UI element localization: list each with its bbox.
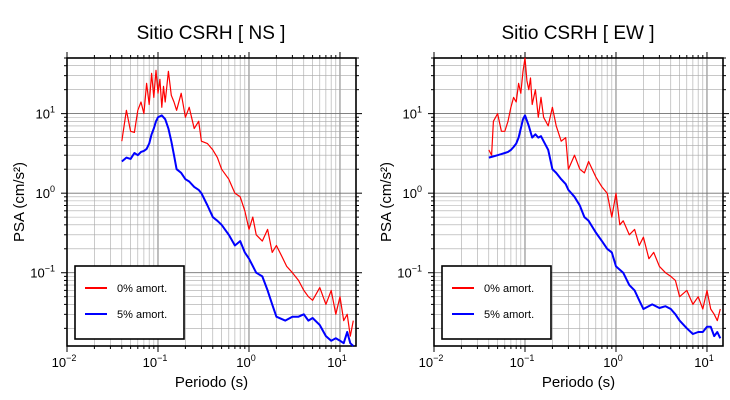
y-tick-label-exponent: −1 bbox=[45, 264, 55, 274]
y-tick-label: 100 bbox=[403, 184, 422, 201]
y-axis-label: PSA (cm/s²) bbox=[378, 162, 395, 242]
x-tick-label: 10−1 bbox=[143, 353, 168, 370]
y-tick-label-base: 10 bbox=[403, 107, 417, 122]
x-tick-label-base: 10 bbox=[143, 355, 157, 370]
x-tick-label-exponent: −1 bbox=[157, 353, 167, 363]
y-tick-label-exponent: −1 bbox=[412, 264, 422, 274]
y-tick-label-exponent: 1 bbox=[417, 105, 422, 115]
x-tick-label-base: 10 bbox=[694, 355, 708, 370]
y-tick-label-exponent: 1 bbox=[50, 105, 55, 115]
y-tick-label: 101 bbox=[36, 105, 55, 122]
y-tick-label-base: 10 bbox=[403, 186, 417, 201]
x-tick-label-base: 10 bbox=[52, 355, 66, 370]
x-tick-label: 101 bbox=[327, 353, 346, 370]
y-tick-label: 100 bbox=[36, 184, 55, 201]
series-line-amort-0 bbox=[121, 69, 354, 337]
y-tick-label-exponent: 0 bbox=[417, 184, 422, 194]
grid bbox=[66, 57, 356, 346]
y-tick-label-base: 10 bbox=[30, 266, 44, 281]
plot-frame bbox=[66, 57, 357, 347]
legend-box bbox=[74, 265, 185, 340]
y-tick-label: 101 bbox=[403, 105, 422, 122]
x-tick-label-base: 10 bbox=[327, 355, 341, 370]
series-lines bbox=[121, 69, 354, 347]
y-axis-label: PSA (cm/s²) bbox=[11, 162, 28, 242]
x-axis-label: Periodo (s) bbox=[542, 374, 615, 391]
chart-title: Sitio CSRH [ EW ] bbox=[501, 23, 654, 44]
y-tick-label-exponent: 0 bbox=[50, 184, 55, 194]
x-tick-label-exponent: −1 bbox=[524, 353, 534, 363]
legend-label: 0% amort. bbox=[117, 283, 167, 295]
x-tick-label-base: 10 bbox=[236, 355, 250, 370]
x-tick-label: 100 bbox=[236, 353, 255, 370]
x-tick-label-exponent: −2 bbox=[66, 353, 76, 363]
x-tick-label-exponent: 1 bbox=[342, 353, 347, 363]
legend-label: 0% amort. bbox=[484, 283, 534, 295]
y-tick-label-base: 10 bbox=[397, 266, 411, 281]
x-tick-label: 10−2 bbox=[419, 353, 444, 370]
chart-title: Sitio CSRH [ NS ] bbox=[137, 23, 286, 44]
series-line-amort-0 bbox=[488, 57, 721, 322]
x-tick-label-exponent: 1 bbox=[709, 353, 714, 363]
legend-box bbox=[441, 265, 552, 340]
x-tick-label: 10−2 bbox=[52, 353, 77, 370]
x-tick-label-base: 10 bbox=[510, 355, 524, 370]
x-tick-label-exponent: 0 bbox=[618, 353, 623, 363]
series-line-amort-5 bbox=[121, 114, 354, 347]
y-tick-label-base: 10 bbox=[36, 107, 50, 122]
legend-label: 5% amort. bbox=[484, 309, 534, 321]
x-tick-label: 10−1 bbox=[510, 353, 535, 370]
legend: 0% amort. 5% amort. bbox=[441, 265, 552, 340]
x-tick-label-exponent: 0 bbox=[251, 353, 256, 363]
legend-label: 5% amort. bbox=[117, 309, 167, 321]
legend: 0% amort. 5% amort. bbox=[74, 265, 185, 340]
x-tick-label-base: 10 bbox=[419, 355, 433, 370]
series-line-amort-5 bbox=[488, 114, 722, 339]
y-tick-label: 10−1 bbox=[397, 264, 422, 281]
plot-frame bbox=[433, 57, 724, 347]
y-tick-label-base: 10 bbox=[36, 186, 50, 201]
x-tick-label-base: 10 bbox=[603, 355, 617, 370]
series-lines bbox=[488, 57, 722, 339]
x-tick-label-exponent: −2 bbox=[433, 353, 443, 363]
x-tick-label: 100 bbox=[603, 353, 622, 370]
x-tick-label: 101 bbox=[694, 353, 713, 370]
x-axis-label: Periodo (s) bbox=[175, 374, 248, 391]
y-tick-label: 10−1 bbox=[30, 264, 55, 281]
